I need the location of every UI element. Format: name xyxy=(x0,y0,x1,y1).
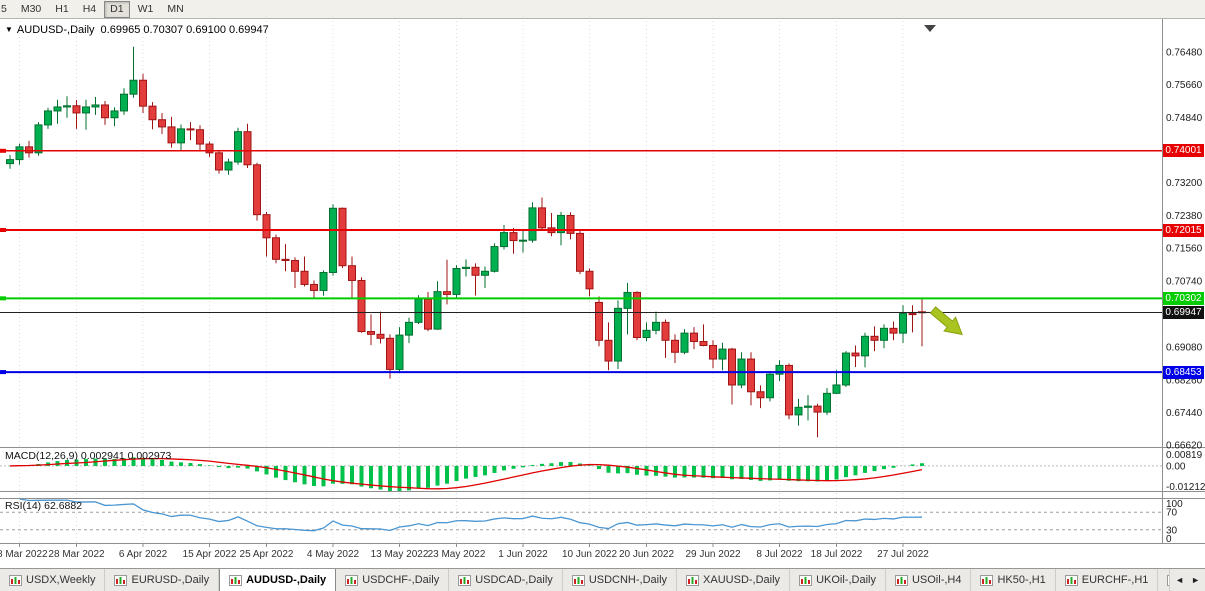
mini-chart-icon xyxy=(894,574,908,586)
tab-usoil-h4[interactable]: USOil-,H4 xyxy=(886,569,972,591)
timeframe-mn-button[interactable]: MN xyxy=(167,2,184,15)
hline-handle[interactable] xyxy=(0,370,6,375)
svg-text:0.00: 0.00 xyxy=(1166,461,1186,472)
window-tabbar: USDX,Weekly EURUSD-,Daily AUDUSD-,Daily USD… xyxy=(0,568,1205,591)
tab-scroll-buttons: ◄ ► xyxy=(1169,569,1205,591)
tab-usdchf-daily[interactable]: USDCHF-,Daily xyxy=(336,569,450,591)
rsi-label: RSI(14) 62.6882 xyxy=(5,500,82,512)
mini-chart-icon xyxy=(9,574,22,586)
svg-text:8 Jul 2022: 8 Jul 2022 xyxy=(756,549,803,560)
chart-symbol-period: AUDUSD-,Daily xyxy=(16,24,95,36)
timeframe-d1-button[interactable]: D1 xyxy=(104,0,130,18)
tab-hk50-h1[interactable]: HK50-,H1 xyxy=(971,569,1056,591)
timeframe-toolbar: 5 M30 H1 H4 D1 W1 MN xyxy=(0,0,1205,19)
svg-text:70: 70 xyxy=(1166,508,1178,519)
svg-text:4 May 2022: 4 May 2022 xyxy=(307,549,360,560)
svg-text:20 Jun 2022: 20 Jun 2022 xyxy=(619,549,674,560)
mini-chart-icon xyxy=(1064,574,1078,586)
svg-text:0.73200: 0.73200 xyxy=(1166,178,1203,189)
rsi-indicator-name: RSI(14) xyxy=(5,500,42,512)
svg-text:23 May 2022: 23 May 2022 xyxy=(428,549,486,560)
svg-text:27 Jul 2022: 27 Jul 2022 xyxy=(877,549,929,560)
timeframe-h1-button[interactable]: H1 xyxy=(55,2,69,15)
price-badge-0.72015: 0.72015 xyxy=(1163,223,1204,237)
price-badge-0.70302: 0.70302 xyxy=(1163,291,1204,305)
svg-text:29 Jun 2022: 29 Jun 2022 xyxy=(685,549,740,560)
svg-text:0: 0 xyxy=(1166,534,1172,545)
rsi-indicator-value: 62.6882 xyxy=(44,500,83,512)
price-badge-0.68453: 0.68453 xyxy=(1163,365,1204,379)
candles-layer xyxy=(6,46,926,438)
tab-scroll-left-button[interactable]: ◄ xyxy=(1175,575,1185,585)
mini-chart-icon xyxy=(571,574,585,586)
svg-text:25 Apr 2022: 25 Apr 2022 xyxy=(240,549,294,560)
tab-usdcnh-daily[interactable]: USDCNH-,Daily xyxy=(563,569,678,591)
svg-text:0.68260: 0.68260 xyxy=(1166,375,1203,386)
price-badge-0.74001: 0.74001 xyxy=(1163,144,1204,158)
hline-handle[interactable] xyxy=(0,148,6,153)
price-badge-0.69947: 0.69947 xyxy=(1163,305,1204,319)
svg-text:0.75660: 0.75660 xyxy=(1166,80,1203,91)
macd-signal-line xyxy=(9,457,923,490)
timeframe-w1-button[interactable]: W1 xyxy=(137,2,154,15)
mini-chart-icon xyxy=(458,574,472,586)
hlines-layer xyxy=(0,148,1162,375)
mini-chart-icon xyxy=(114,574,128,586)
macd-label: MACD(12,26,9) 0.002941 0.002973 xyxy=(5,450,171,462)
svg-text:6 Apr 2022: 6 Apr 2022 xyxy=(119,549,168,560)
macd-indicator-values: 0.002941 0.002973 xyxy=(80,450,172,462)
macd-pane xyxy=(0,457,1162,491)
svg-text:0.70740: 0.70740 xyxy=(1166,276,1203,287)
svg-text:0.71560: 0.71560 xyxy=(1166,244,1203,255)
svg-text:28 Mar 2022: 28 Mar 2022 xyxy=(48,549,105,560)
svg-text:15 Apr 2022: 15 Apr 2022 xyxy=(183,549,237,560)
mini-chart-icon xyxy=(980,574,994,586)
tab-eurchf-h1[interactable]: EURCHF-,H1 xyxy=(1056,569,1159,591)
symbol-dropdown-icon[interactable]: ▼ xyxy=(5,25,13,34)
svg-text:13 May 2022: 13 May 2022 xyxy=(371,549,429,560)
tab-audusd-daily[interactable]: AUDUSD-,Daily xyxy=(219,569,337,591)
price-axis: 0.76480 0.75660 0.74840 0.73200 0.72380 0.715… xyxy=(1166,47,1205,545)
hline-handle[interactable] xyxy=(0,228,6,233)
tab-xauusd-daily[interactable]: XAUUSD-,Daily xyxy=(677,569,791,591)
svg-text:0.74840: 0.74840 xyxy=(1166,113,1203,124)
chart-title: ▼ AUDUSD-,Daily 0.69965 0.70307 0.69100 0.… xyxy=(5,24,269,36)
svg-text:30: 30 xyxy=(1166,525,1178,536)
tab-usdcad-daily[interactable]: USDCAD-,Daily xyxy=(449,569,563,591)
mini-chart-icon xyxy=(345,574,359,586)
chart-shift-marker-icon[interactable] xyxy=(924,25,936,32)
svg-text:18 Jul 2022: 18 Jul 2022 xyxy=(811,549,863,560)
rsi-pane xyxy=(0,498,1162,532)
svg-text:100: 100 xyxy=(1166,499,1183,510)
svg-text:0.72380: 0.72380 xyxy=(1166,211,1203,222)
mini-chart-icon xyxy=(799,574,813,586)
trend-arrow[interactable] xyxy=(927,303,968,341)
svg-text:0.66620: 0.66620 xyxy=(1166,441,1203,452)
chart-area[interactable]: 0.76480 0.75660 0.74840 0.73200 0.72380 0.715… xyxy=(0,19,1205,568)
timeframe-h4-button[interactable]: H4 xyxy=(82,2,97,15)
svg-text:0.67440: 0.67440 xyxy=(1166,408,1203,419)
macd-indicator-name: MACD(12,26,9) xyxy=(5,450,78,462)
svg-text:-0.01212: -0.01212 xyxy=(1166,482,1205,493)
tab-ukoil-daily[interactable]: UKOil-,Daily xyxy=(790,569,886,591)
timeframe-5-button[interactable]: 5 xyxy=(1,2,7,15)
timeframe-m30-button[interactable]: M30 xyxy=(20,2,42,15)
mini-chart-icon xyxy=(229,574,243,586)
svg-text:0.69080: 0.69080 xyxy=(1166,343,1203,354)
tab-usdx-weekly[interactable]: USDX,Weekly xyxy=(0,569,106,591)
rsi-line xyxy=(19,498,923,532)
candlestick-chart[interactable]: 0.76480 0.75660 0.74840 0.73200 0.72380 0.715… xyxy=(0,19,1205,568)
svg-text:10 Jun 2022: 10 Jun 2022 xyxy=(562,549,617,560)
chart-tabs: USDX,Weekly EURUSD-,Daily AUDUSD-,Daily USD… xyxy=(0,569,1205,591)
svg-text:18 Mar 2022: 18 Mar 2022 xyxy=(0,549,48,560)
tab-eurusd-daily[interactable]: EURUSD-,Daily xyxy=(105,569,220,591)
mini-chart-icon xyxy=(686,574,700,586)
svg-text:1 Jun 2022: 1 Jun 2022 xyxy=(498,549,548,560)
svg-text:0.00819: 0.00819 xyxy=(1166,450,1203,461)
chart-ohlc-values: 0.69965 0.70307 0.69100 0.69947 xyxy=(100,24,269,36)
tab-scroll-right-button[interactable]: ► xyxy=(1191,575,1200,585)
hline-handle[interactable] xyxy=(0,296,6,301)
svg-text:0.76480: 0.76480 xyxy=(1166,47,1203,58)
